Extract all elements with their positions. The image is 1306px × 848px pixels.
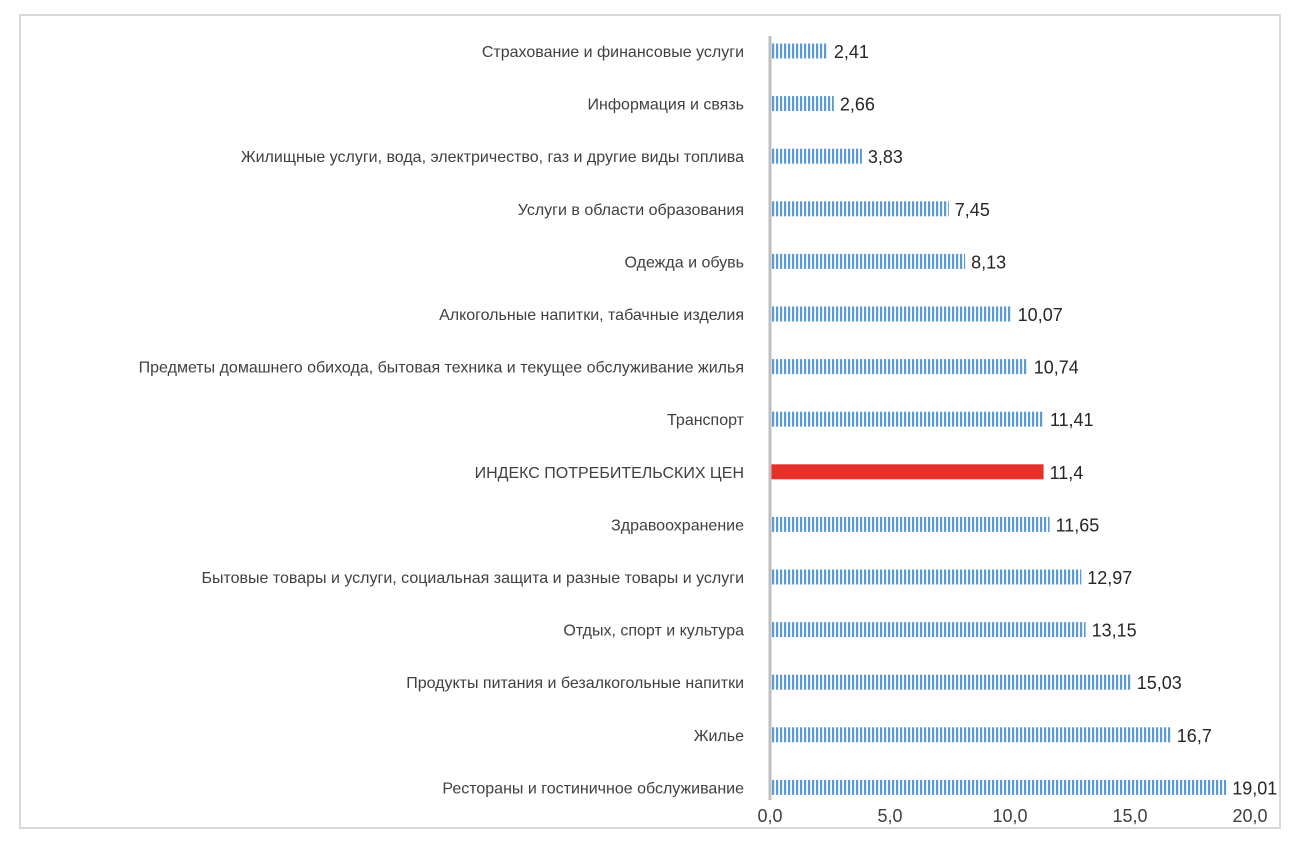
category-label: ИНДЕКС ПОТРЕБИТЕЛЬСКИХ ЦЕН xyxy=(475,465,744,482)
category-label: Информация и связь xyxy=(588,97,744,114)
bar xyxy=(770,516,1050,532)
category-label: Предметы домашнего обихода, бытовая техн… xyxy=(139,360,744,377)
x-tick-label: 5,0 xyxy=(877,806,902,826)
category-label: Бытовые товары и услуги, социальная защи… xyxy=(201,570,744,587)
value-label: 10,74 xyxy=(1034,358,1079,378)
value-label: 2,66 xyxy=(840,95,875,115)
bar xyxy=(770,411,1044,427)
value-label: 13,15 xyxy=(1092,621,1137,641)
value-label: 19,01 xyxy=(1232,778,1277,798)
value-label: 11,65 xyxy=(1056,515,1100,535)
category-label: Жилищные услуги, вода, электричество, га… xyxy=(241,149,744,166)
bar xyxy=(770,727,1171,743)
x-tick-label: 20,0 xyxy=(1232,806,1267,826)
x-tick-label: 10,0 xyxy=(992,806,1027,826)
value-label: 10,07 xyxy=(1018,305,1063,325)
value-label: 7,45 xyxy=(955,200,990,220)
value-label: 11,4 xyxy=(1050,463,1084,483)
bar xyxy=(770,359,1028,375)
bar-highlight xyxy=(770,464,1044,480)
value-label: 15,03 xyxy=(1137,673,1182,693)
x-tick-label: 0,0 xyxy=(757,806,782,826)
bar xyxy=(770,43,828,59)
value-label: 3,83 xyxy=(868,147,903,167)
category-label: Транспорт xyxy=(667,412,745,429)
category-label: Продукты питания и безалкогольные напитк… xyxy=(406,675,744,692)
value-label: 11,41 xyxy=(1050,410,1094,430)
bar xyxy=(770,201,949,217)
category-label: Алкогольные напитки, табачные изделия xyxy=(439,307,744,324)
bar xyxy=(770,569,1082,585)
bar xyxy=(770,96,834,112)
value-label: 2,41 xyxy=(834,42,869,62)
bar xyxy=(770,253,966,269)
x-tick-label: 15,0 xyxy=(1112,806,1147,826)
value-label: 8,13 xyxy=(971,252,1006,272)
category-label: Услуги в области образования xyxy=(518,202,744,219)
category-label: Страхование и финансовые услуги xyxy=(482,44,744,61)
category-label: Здравоохранение xyxy=(611,517,744,534)
category-label: Отдых, спорт и культура xyxy=(563,623,744,640)
chart-frame xyxy=(19,14,1281,829)
bar xyxy=(770,148,862,164)
category-label: Рестораны и гостиничное обслуживание xyxy=(442,780,744,797)
category-label: Одежда и обувь xyxy=(625,254,744,271)
bar xyxy=(770,779,1227,795)
value-label: 16,7 xyxy=(1177,726,1212,746)
value-label: 12,97 xyxy=(1087,568,1132,588)
bar xyxy=(770,622,1086,638)
bar xyxy=(770,306,1012,322)
bar xyxy=(770,674,1131,690)
category-label: Жилье xyxy=(694,728,744,745)
